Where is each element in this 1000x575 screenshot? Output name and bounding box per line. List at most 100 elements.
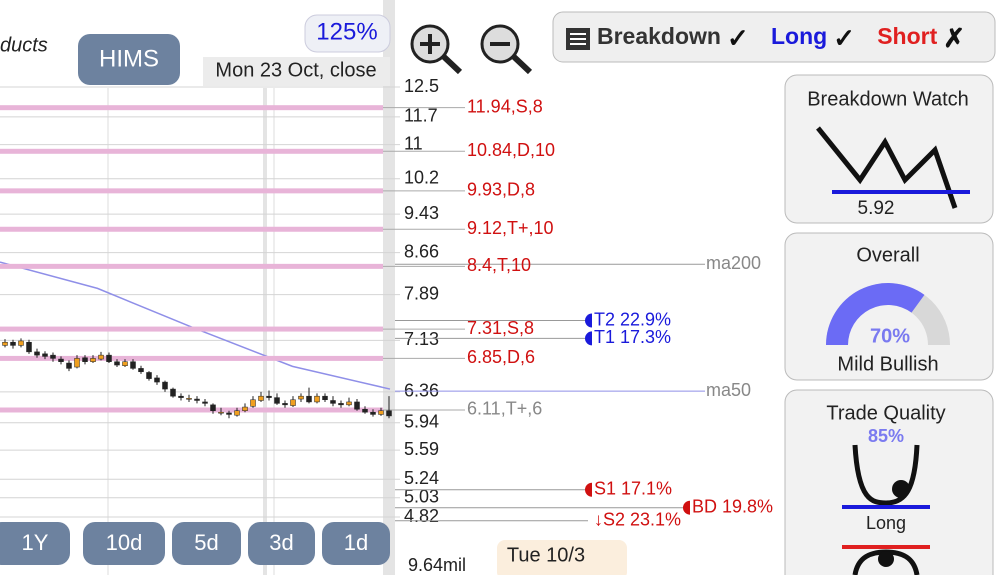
- candle-body: [74, 358, 80, 368]
- toggles: Breakdown ✓ Long ✓ Short ✗: [597, 23, 965, 53]
- candle-body: [242, 406, 248, 411]
- candle-body: [322, 395, 328, 401]
- symbol: HIMS: [99, 45, 159, 72]
- candle-body: [250, 399, 256, 407]
- level-label: 9.12,T+,10: [467, 218, 554, 238]
- toggle-bar: [552, 11, 996, 63]
- target-label: ↓S2 23.1%: [594, 510, 681, 530]
- candle-body: [386, 410, 392, 417]
- candle-body: [10, 341, 16, 346]
- y-tick-label: 11: [404, 133, 423, 153]
- candle-body: [58, 358, 64, 362]
- candle-body: [226, 412, 232, 415]
- breakdown-icon: [566, 28, 590, 50]
- level-label: 9.93,D,8: [467, 180, 535, 200]
- card-title: Trade Quality: [826, 402, 945, 424]
- level-label: 6.11,T+,6: [467, 399, 542, 419]
- range-buttons: 1Y 10d 5d 3d 1d: [0, 522, 390, 565]
- candle-body: [42, 353, 48, 357]
- candle-body: [234, 410, 240, 416]
- candle-body: [26, 341, 32, 353]
- level-band: [0, 355, 383, 361]
- range-label: 10d: [106, 530, 143, 555]
- candle-body: [122, 361, 128, 366]
- zoom-out[interactable]: [480, 24, 533, 75]
- zoom-level[interactable]: [304, 14, 391, 53]
- y-tick-label: 11.7: [404, 106, 438, 126]
- candle-body: [138, 368, 144, 373]
- target-label: S1 17.1%: [594, 479, 672, 499]
- candle-body: [266, 395, 272, 398]
- candle-body: [90, 358, 96, 362]
- candle-body: [154, 377, 160, 383]
- symbol-button[interactable]: [78, 34, 180, 85]
- zoom-text: 125%: [316, 18, 377, 45]
- toggle-state: ✓: [727, 23, 749, 53]
- title-fragment: ducts: [0, 34, 48, 56]
- y-tick-label: 10.2: [404, 168, 439, 188]
- cursor-date: Tue 10/3: [507, 544, 585, 566]
- level-label: 10.84,D,10: [467, 140, 555, 160]
- candle-body: [258, 395, 264, 401]
- breakdown-value: 5.92: [858, 198, 895, 219]
- breakdown-icon: [816, 126, 958, 209]
- card-title: Overall: [856, 244, 919, 266]
- candle-body: [146, 372, 152, 379]
- quality-icon: [852, 444, 920, 506]
- zoom-in[interactable]: [410, 24, 463, 75]
- gauge: [826, 283, 950, 345]
- cursor-date-box: [497, 540, 627, 575]
- quality-value: 85%: [868, 426, 904, 446]
- date: Mon 23 Oct, close: [215, 59, 376, 81]
- price-chart: 12.5 11.7 11 10.2 9.43 8.66 7.89 7.13 6.36 5.94 5.…: [0, 76, 773, 530]
- y-tick-label: 8.66: [404, 241, 439, 261]
- candle-body: [66, 362, 72, 369]
- level-band: [0, 326, 383, 332]
- y-tick-label: 5.94: [404, 411, 439, 431]
- short-ball: [878, 551, 894, 567]
- card: [784, 389, 994, 575]
- candle-body: [202, 401, 208, 404]
- toggle-label[interactable]: Breakdown: [597, 23, 721, 49]
- level-band: [0, 148, 383, 154]
- range-button[interactable]: [172, 522, 241, 565]
- level-band: [0, 263, 383, 269]
- candle-body: [290, 399, 296, 406]
- candle-body: [130, 361, 136, 369]
- range-button[interactable]: [83, 522, 165, 565]
- target-label: T1 17.3%: [594, 327, 671, 347]
- target-icon: [683, 500, 690, 515]
- toggle-state: ✗: [943, 23, 965, 53]
- card-title: Breakdown Watch: [807, 88, 969, 110]
- candle-body: [338, 403, 344, 406]
- target-icon: [585, 482, 592, 497]
- level-band: [0, 188, 383, 194]
- candle-body: [34, 351, 40, 356]
- candle-body: [210, 404, 216, 411]
- candle-body: [50, 354, 56, 359]
- target-icon: [585, 331, 592, 346]
- y-tick-label: 4.82: [404, 506, 439, 526]
- candle-body: [362, 409, 368, 413]
- ma-label: ma50: [706, 380, 751, 400]
- toggle-label[interactable]: Long: [771, 23, 827, 49]
- toggle-label[interactable]: Short: [877, 23, 937, 49]
- candle-body: [378, 410, 384, 415]
- candle-body: [370, 411, 376, 415]
- range-button[interactable]: [0, 522, 70, 565]
- level-label: 11.94,S,8: [467, 96, 543, 116]
- candle-body: [330, 400, 336, 404]
- date-box: [203, 57, 390, 86]
- candle-body: [98, 354, 104, 360]
- range-label: 1d: [344, 530, 368, 555]
- ma-label: ma200: [706, 253, 761, 273]
- range-button[interactable]: [248, 522, 315, 565]
- level-label: 8.4,T,10: [467, 255, 531, 275]
- candle-body: [162, 381, 168, 390]
- level-label: 7.31,S,8: [467, 318, 534, 338]
- candle-body: [178, 395, 184, 398]
- range-button[interactable]: [322, 522, 390, 565]
- candle-body: [314, 395, 320, 403]
- range-label: 3d: [269, 530, 293, 555]
